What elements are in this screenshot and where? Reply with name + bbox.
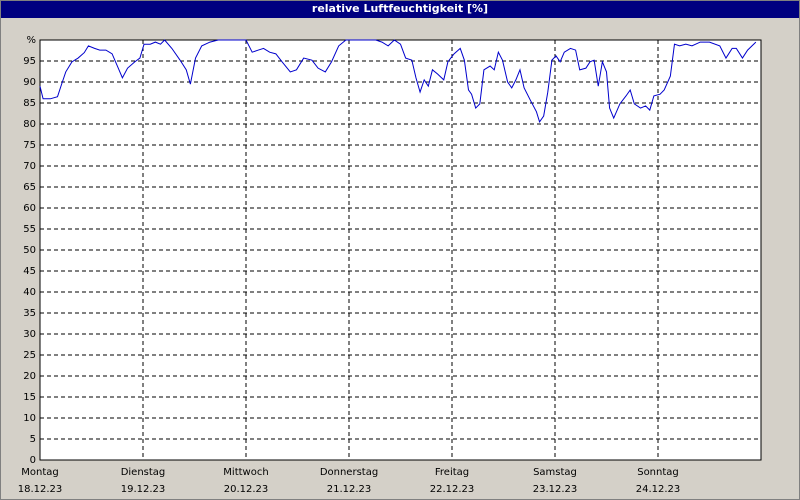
y-tick-label: 95 (23, 56, 36, 67)
x-tick-label: Freitag (435, 467, 469, 478)
y-tick-label: % (26, 35, 36, 46)
y-tick-label: 85 (23, 98, 36, 109)
title-bar (0, 0, 800, 18)
x-tick-label: Dienstag (121, 467, 166, 478)
y-tick-label: 0 (30, 455, 36, 466)
y-tick-label: 15 (23, 392, 36, 403)
y-tick-label: 45 (23, 266, 36, 277)
y-tick-label: 90 (23, 77, 36, 88)
data-line (39, 39, 757, 124)
y-tick-label: 70 (23, 161, 36, 172)
x-tick-date: 22.12.23 (430, 484, 475, 495)
x-tick-label: Donnerstag (320, 467, 378, 478)
y-tick-label: 55 (23, 224, 36, 235)
y-tick-label: 25 (23, 350, 36, 361)
y-tick-label: 50 (23, 245, 36, 256)
chart-title: relative Luftfeuchtigkeit [%] (312, 2, 488, 15)
x-tick-date: 20.12.23 (224, 484, 269, 495)
x-tick-label: Mittwoch (223, 467, 268, 478)
y-tick-label: 35 (23, 308, 36, 319)
y-tick-label: 20 (23, 371, 36, 382)
y-tick-label: 75 (23, 140, 36, 151)
x-tick-date: 21.12.23 (327, 484, 372, 495)
x-tick-date: 19.12.23 (121, 484, 166, 495)
x-tick-label: Sonntag (637, 467, 679, 478)
x-tick-date: 24.12.23 (636, 484, 681, 495)
x-tick-date: 18.12.23 (18, 484, 63, 495)
x-tick-date: 23.12.23 (533, 484, 578, 495)
y-tick-label: 40 (23, 287, 36, 298)
y-tick-label: 30 (23, 329, 36, 340)
y-tick-label: 80 (23, 119, 36, 130)
x-tick-label: Samstag (533, 467, 577, 478)
y-tick-label: 60 (23, 203, 36, 214)
y-tick-label: 10 (23, 413, 36, 424)
y-tick-label: 5 (30, 434, 36, 445)
x-tick-label: Montag (21, 467, 58, 478)
y-tick-label: 65 (23, 182, 36, 193)
